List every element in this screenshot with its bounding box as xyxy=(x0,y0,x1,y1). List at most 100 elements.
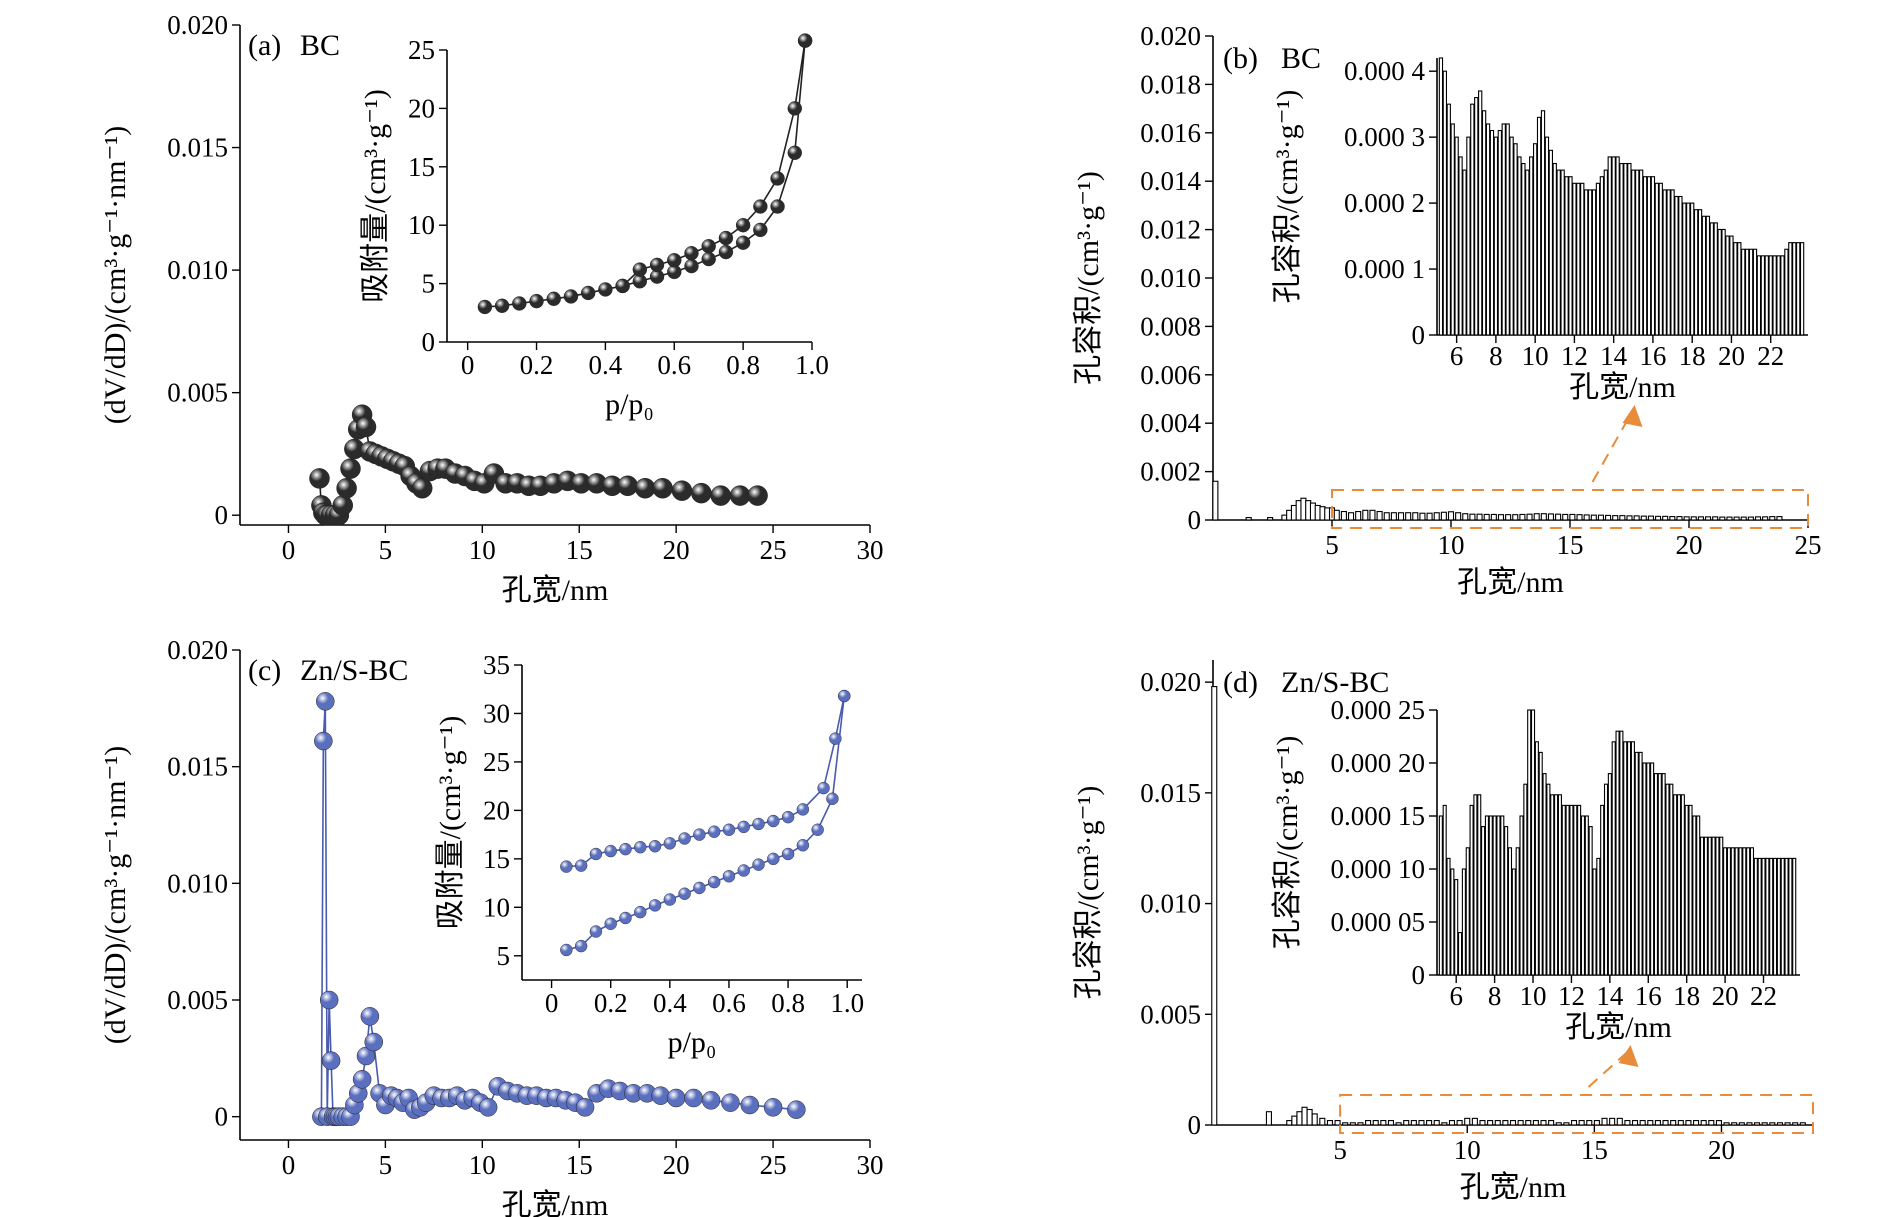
bar xyxy=(1365,1120,1372,1126)
inset-bar xyxy=(1493,136,1499,336)
bar xyxy=(1347,512,1355,521)
inset-bar xyxy=(1454,879,1459,976)
y-tick-label: 0.010 xyxy=(167,255,228,285)
bar xyxy=(1555,513,1562,521)
data-point xyxy=(671,480,693,501)
bar xyxy=(1700,1120,1707,1126)
inset-data-point xyxy=(718,244,734,260)
bar xyxy=(1569,513,1576,521)
inset-data-point xyxy=(634,905,647,919)
inset-bar xyxy=(1572,182,1577,336)
inset-bar xyxy=(1753,857,1758,976)
bar xyxy=(1723,1122,1730,1126)
inset-bar xyxy=(1711,836,1716,976)
bar xyxy=(1562,513,1569,521)
inset-bar xyxy=(1530,709,1536,976)
inset-data-point xyxy=(752,817,765,831)
bar xyxy=(1708,1120,1715,1126)
bar xyxy=(1555,1122,1562,1126)
inset-bar xyxy=(1457,932,1463,976)
bar xyxy=(1647,515,1654,521)
x-tick-label: 15 xyxy=(1557,530,1584,560)
inset-data-point xyxy=(753,199,768,214)
inset-bar xyxy=(1619,162,1624,336)
inset-data-point xyxy=(829,732,842,745)
bar xyxy=(1532,1120,1539,1126)
inset-bar xyxy=(1489,129,1495,336)
inset-bar xyxy=(1705,215,1711,336)
bar xyxy=(1387,1120,1395,1126)
y-axis-title: (dV/dD)/(cm³·g⁻¹·nm⁻¹) xyxy=(99,126,132,425)
bar xyxy=(1487,1120,1494,1126)
inset-data-point xyxy=(826,792,839,805)
y-tick-label: 15 xyxy=(483,844,510,874)
inset-data-point xyxy=(767,814,780,828)
bar xyxy=(1419,512,1426,521)
inset-data-point xyxy=(735,217,751,233)
inset-bar xyxy=(1658,182,1663,336)
y-tick-label: 20 xyxy=(408,93,435,123)
inset-bar xyxy=(1682,202,1687,336)
bar xyxy=(1654,1120,1661,1126)
bar xyxy=(1357,1122,1364,1126)
bar xyxy=(1494,1120,1501,1126)
bar xyxy=(1447,511,1455,521)
inset-data-point xyxy=(574,859,588,872)
data-point xyxy=(360,1007,380,1026)
inset-bar xyxy=(1715,836,1720,976)
x-tick-label: 20 xyxy=(1718,341,1745,371)
bar xyxy=(1715,1120,1722,1126)
bar xyxy=(1631,1120,1639,1126)
bar xyxy=(1471,1117,1478,1126)
inset-data-point xyxy=(667,253,682,268)
inset-bar xyxy=(1505,123,1510,336)
y-tick-label: 0.002 xyxy=(1140,457,1201,487)
inset-bar xyxy=(1623,741,1628,976)
y-axis-title: 孔容积/(cm³·g⁻¹) xyxy=(1072,171,1105,385)
data-point xyxy=(740,1095,760,1115)
bar xyxy=(1483,513,1490,521)
bar xyxy=(1540,1120,1547,1126)
x-tick-label: 15 xyxy=(566,535,593,565)
data-point xyxy=(634,477,656,499)
x-tick-label: 18 xyxy=(1679,341,1706,371)
data-point xyxy=(411,477,433,499)
inset-bar xyxy=(1442,804,1447,976)
data-point xyxy=(332,495,353,516)
bar xyxy=(1655,515,1662,521)
inset: 0 0.2 0.4 0.6 0.8 1.0 5 10 15 20 25 30 35 p/p₀ 吸附量/(cm… xyxy=(434,650,864,1059)
data-point xyxy=(575,1098,595,1117)
x-tick-label: 30 xyxy=(857,1150,884,1180)
inset-series-line xyxy=(566,695,846,951)
inset-bar xyxy=(1734,847,1739,976)
bar xyxy=(1616,1117,1623,1126)
data-point xyxy=(355,416,377,438)
bar xyxy=(1448,1120,1456,1126)
bar xyxy=(1683,516,1690,521)
zoom-arrow-head xyxy=(1622,405,1643,427)
panel-label: (d) xyxy=(1223,666,1258,699)
bar xyxy=(1245,517,1252,521)
inset-bar xyxy=(1446,857,1451,976)
inset-bar xyxy=(1536,116,1542,336)
x-tick-label: 5 xyxy=(379,1150,393,1180)
data-point xyxy=(309,468,330,489)
inset-data-point xyxy=(707,875,721,889)
y-tick-label: 0.016 xyxy=(1140,118,1201,148)
inset-bar xyxy=(1741,248,1746,336)
inset-data-point xyxy=(560,943,573,957)
inset-data-point xyxy=(767,852,780,866)
bar xyxy=(1380,1120,1387,1126)
panel-a: 0 5 10 15 20 25 30 0 0.005 0.010 0.015 0.020 孔宽/nm (d… xyxy=(99,10,884,607)
y-tick-label: 0 xyxy=(1188,1110,1202,1140)
inset-data-point xyxy=(546,291,561,306)
y-tick-label: 0.000 10 xyxy=(1331,854,1426,884)
inset-bar xyxy=(1507,847,1513,976)
inset-data-point xyxy=(752,858,765,871)
bar xyxy=(1340,510,1347,521)
y-tick-label: 30 xyxy=(483,698,510,728)
bar xyxy=(1403,1120,1410,1126)
inset-bar xyxy=(1669,783,1674,976)
inset-bar xyxy=(1557,794,1562,976)
x-tick-label: 12 xyxy=(1561,341,1588,371)
